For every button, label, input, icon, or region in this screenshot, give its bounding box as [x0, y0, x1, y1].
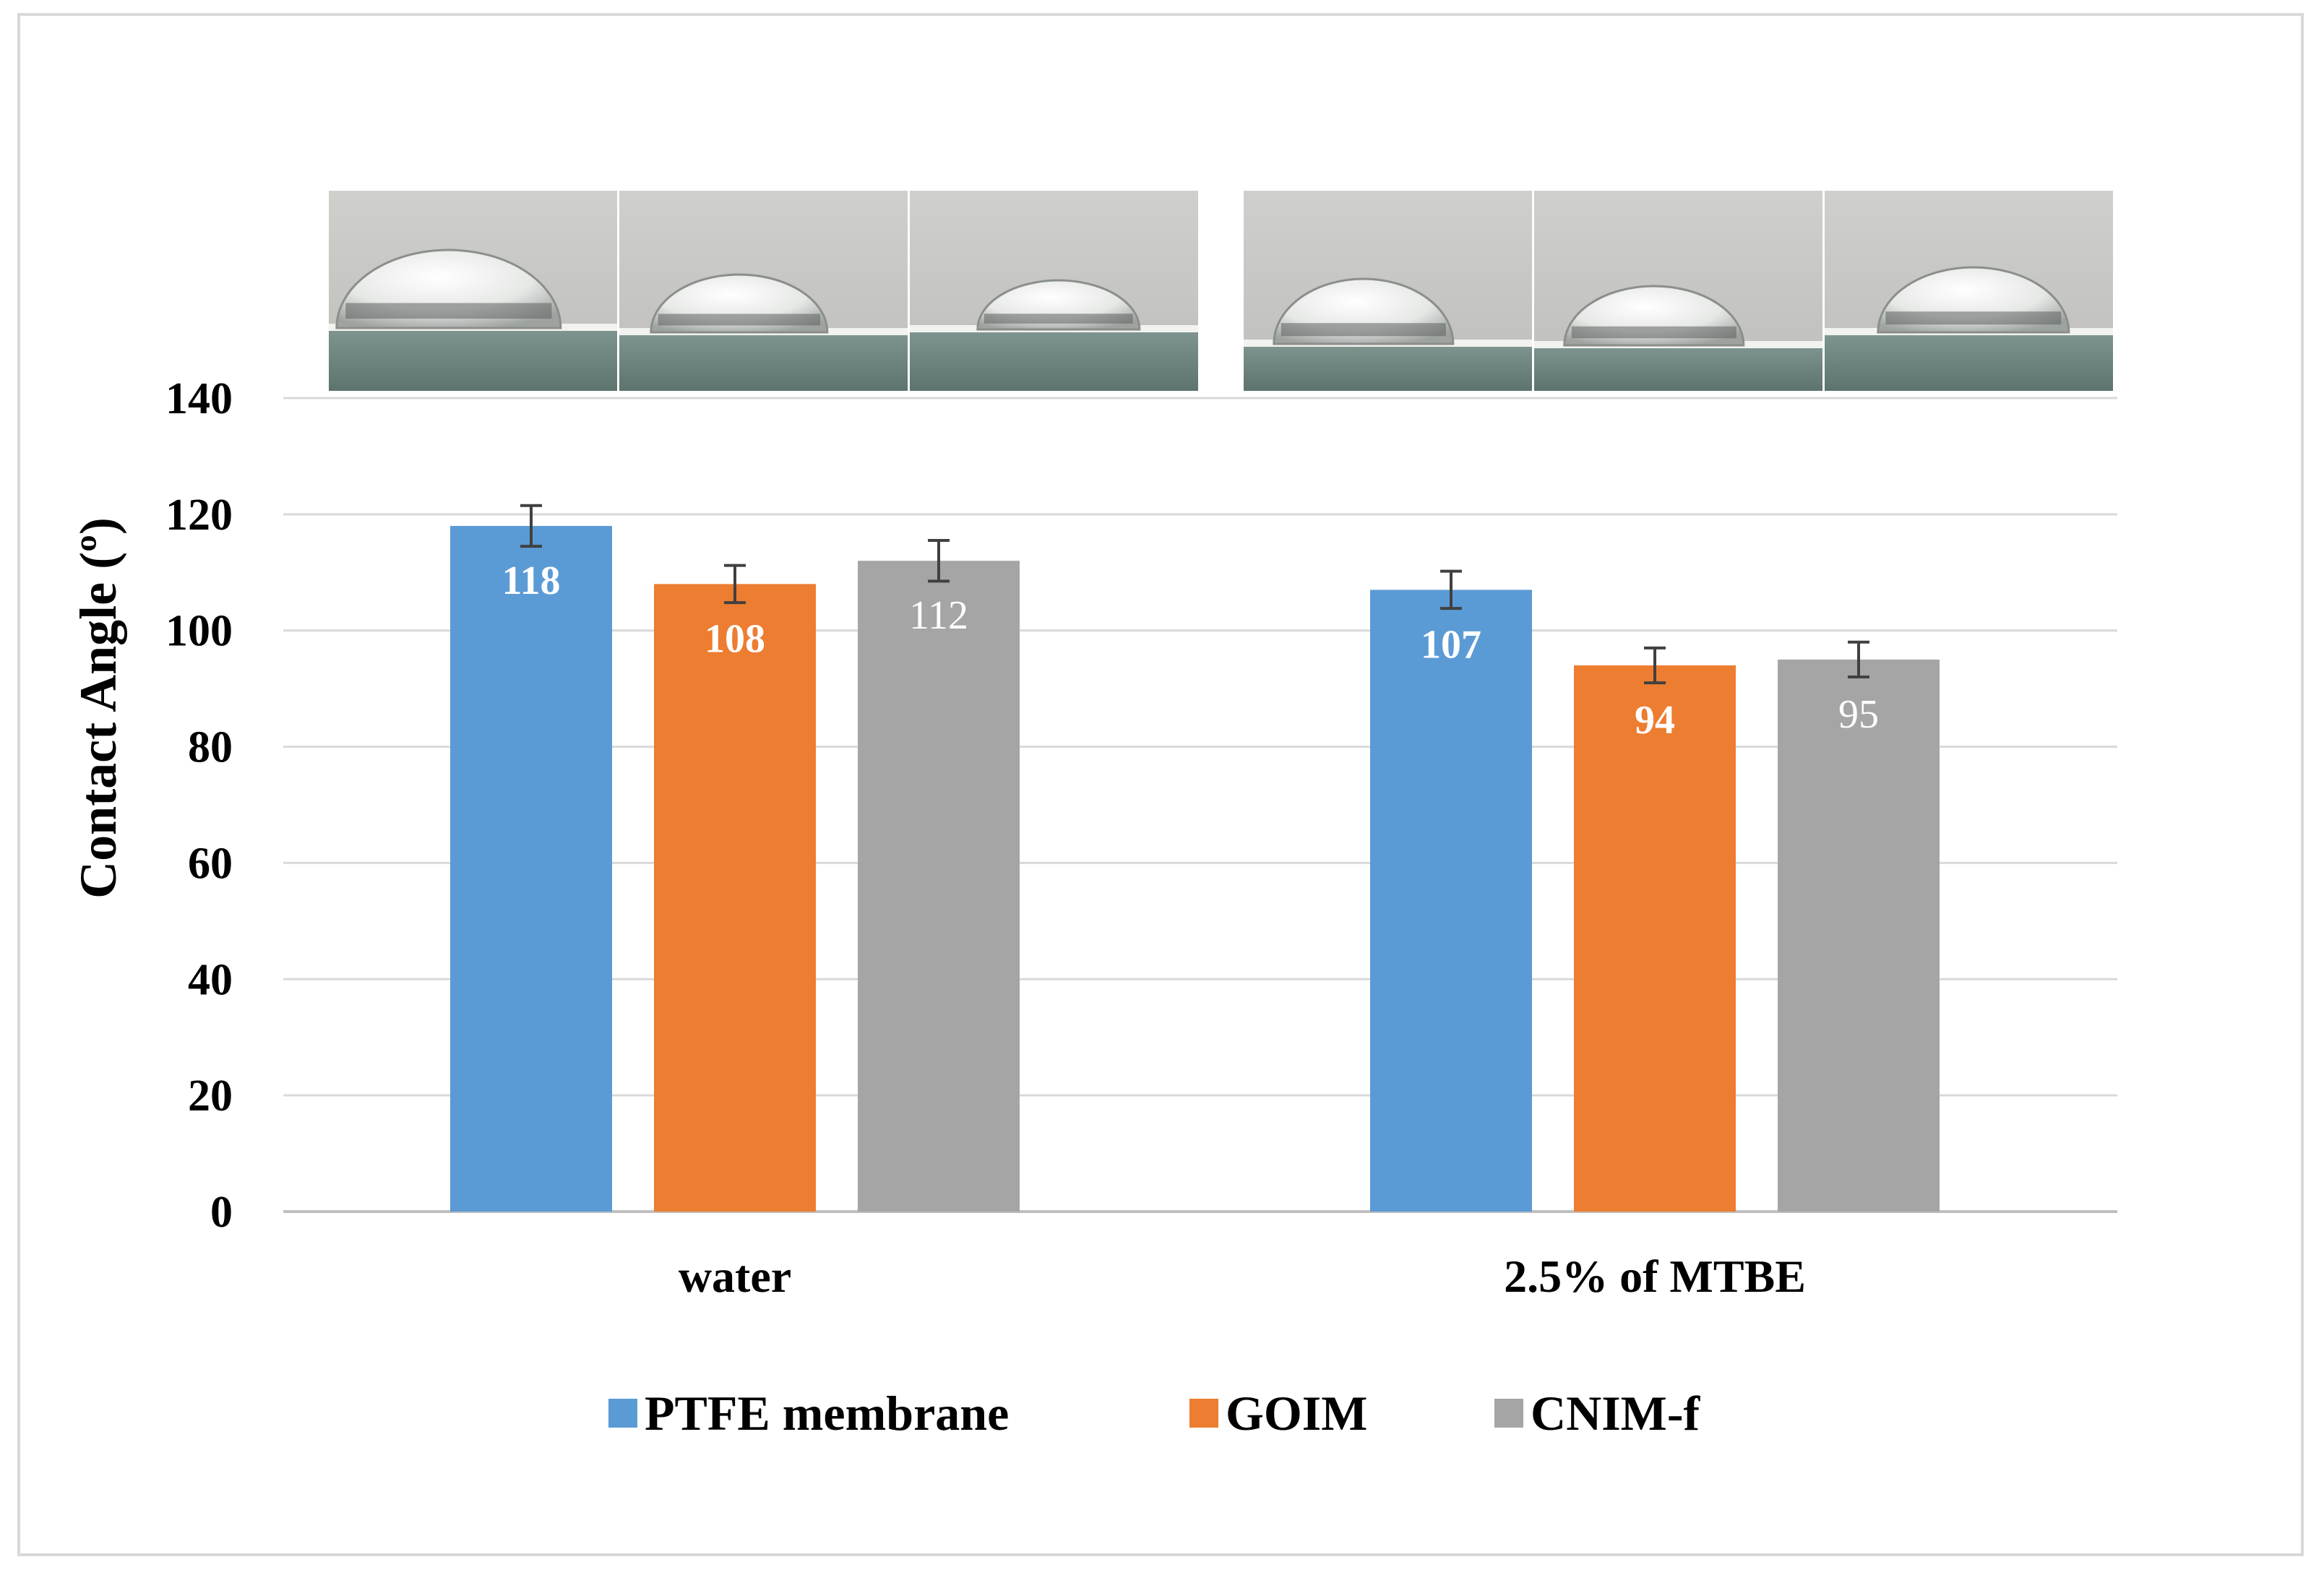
error-bar	[928, 539, 950, 583]
y-tick-label: 20	[188, 1071, 233, 1121]
bar-goim-1	[1574, 665, 1736, 1212]
error-bar	[1440, 569, 1462, 610]
x-category-label: water	[679, 1251, 791, 1302]
data-label: 107	[1421, 622, 1481, 667]
data-label: 112	[909, 593, 968, 638]
y-tick-label: 100	[165, 607, 233, 656]
error-bar	[520, 504, 542, 548]
y-tick-label: 80	[188, 723, 233, 772]
droplet-photo	[1241, 191, 1532, 391]
legend-swatch	[1189, 1399, 1218, 1428]
y-tick-label: 0	[210, 1188, 233, 1237]
y-tick-label: 140	[165, 374, 233, 423]
bar-cnim-f-0	[858, 561, 1020, 1212]
y-tick-label: 60	[188, 839, 233, 888]
x-axis-categories: water 2.5% of MTBE	[679, 1251, 1806, 1302]
x-category-label: 2.5% of MTBE	[1504, 1251, 1806, 1302]
bar-ptfe-membrane-1	[1370, 590, 1532, 1212]
y-axis-ticks: 0 20 40 60 80 100 120 140	[165, 374, 233, 1237]
droplet-photo	[617, 191, 908, 391]
y-tick-label: 40	[188, 955, 233, 1004]
droplet-photo	[327, 191, 617, 391]
error-bar	[724, 564, 746, 605]
legend-swatch	[608, 1399, 637, 1428]
data-label: 95	[1838, 692, 1879, 737]
legend-label: CNIM-f	[1531, 1386, 1701, 1441]
droplet-photo	[908, 191, 1198, 391]
bar-goim-0	[654, 584, 816, 1212]
data-label: 94	[1635, 698, 1675, 743]
y-tick-label: 120	[165, 491, 233, 540]
legend-label: PTFE membrane	[645, 1386, 1009, 1441]
data-label: 108	[705, 616, 765, 661]
error-bar	[1644, 646, 1666, 685]
legend-label: GOIM	[1226, 1386, 1367, 1441]
bar-series: 118 108 112 107 94 95	[450, 504, 1940, 1212]
legend: PTFE membrane GOIM CNIM-f	[608, 1386, 1701, 1441]
y-axis-title: Contact Angle (º)	[69, 517, 127, 899]
bar-cnim-f-1	[1778, 659, 1940, 1212]
droplet-photo-strip	[327, 191, 2113, 391]
data-label: 118	[502, 558, 561, 603]
droplet-photo	[1532, 191, 1822, 391]
legend-swatch	[1494, 1399, 1523, 1428]
droplet-photo	[1822, 191, 2113, 391]
error-bar	[1848, 640, 1869, 679]
bar-ptfe-membrane-0	[450, 525, 612, 1212]
